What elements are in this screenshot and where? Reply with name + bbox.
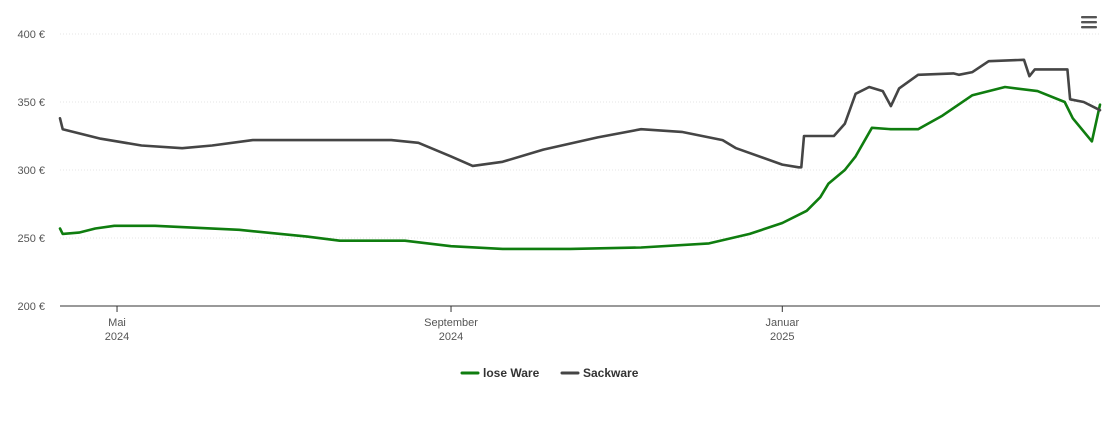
y-tick-label: 250 €	[17, 233, 45, 245]
grid-lines	[60, 33, 1100, 239]
y-tick-label: 400 €	[17, 29, 45, 41]
legend-label-sackware: Sackware	[583, 366, 639, 380]
x-tick-year-label: 2024	[439, 331, 463, 343]
y-tick-label: 300 €	[17, 165, 45, 177]
y-tick-label: 200 €	[17, 301, 45, 313]
y-tick-label: 350 €	[17, 97, 45, 109]
legend-item-lose-ware[interactable]: lose Ware	[460, 366, 540, 380]
menu-button[interactable]	[1080, 14, 1098, 30]
x-axis-labels: Mai 2024 September 2024 Januar 2025	[105, 306, 799, 343]
y-axis-labels: 200 € 250 € 300 € 350 € 400 €	[17, 29, 45, 313]
x-tick-year-label: 2024	[105, 331, 129, 343]
series-line-sackware[interactable]	[58, 58, 1102, 169]
legend-item-sackware[interactable]: Sackware	[560, 366, 639, 380]
hamburger-menu-icon	[1081, 16, 1097, 29]
x-tick-label: Januar	[765, 317, 799, 329]
x-tick-label: September	[424, 317, 478, 329]
x-tick-label: Mai	[108, 317, 126, 329]
series-line-lose-ware[interactable]	[58, 85, 1102, 251]
series-lines	[58, 58, 1102, 251]
x-tick-year-label: 2025	[770, 331, 794, 343]
legend: lose Ware Sackware	[460, 366, 639, 380]
legend-label-lose-ware: lose Ware	[483, 366, 540, 380]
